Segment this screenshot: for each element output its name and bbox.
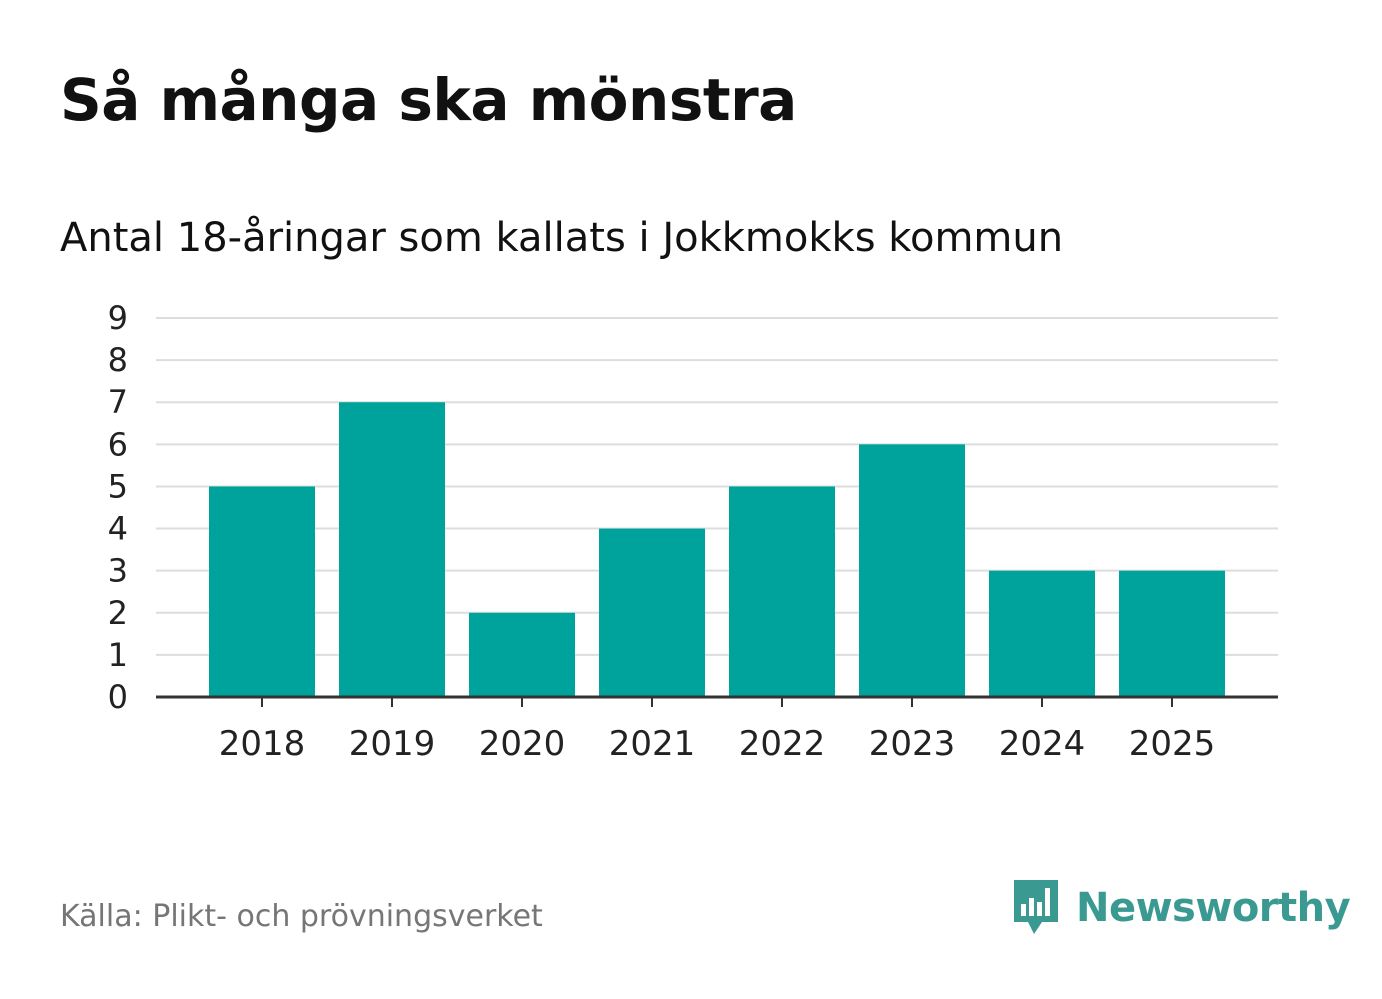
source-note: Källa: Plikt- och prövningsverket xyxy=(60,899,543,934)
chart-subtitle: Antal 18-åringar som kallats i Jokkmokks… xyxy=(60,215,1064,261)
x-tick-label: 2023 xyxy=(869,724,956,764)
y-tick-label: 1 xyxy=(108,636,128,674)
bar-chart: 0 1 2 3 4 5 6 7 8 9 2018 2019 2020 2021 2022 2023 2024 20… xyxy=(108,299,1278,764)
gridlines xyxy=(156,317,1278,656)
y-tick-label: 9 xyxy=(108,299,128,337)
tick-labels: 0 1 2 3 4 5 6 7 8 9 2018 2019 2020 2021 2022 2023 2024 20… xyxy=(108,299,1216,764)
axes xyxy=(156,695,1278,707)
y-tick-label: 6 xyxy=(108,425,128,463)
y-tick-label: 4 xyxy=(108,510,128,548)
bar-2022 xyxy=(729,486,835,697)
x-tick-label: 2021 xyxy=(609,724,696,764)
y-tick-label: 5 xyxy=(108,467,128,505)
x-tick-label: 2020 xyxy=(479,724,566,764)
bar-2020 xyxy=(469,612,575,697)
y-tick-label: 8 xyxy=(108,341,128,379)
bar-2018 xyxy=(209,486,315,697)
chart-title: Så många ska mönstra xyxy=(60,66,797,134)
y-tick-label: 2 xyxy=(108,594,128,632)
brand-logo: Newsworthy xyxy=(1010,876,1351,940)
y-tick-label: 0 xyxy=(108,678,128,716)
brand-name: Newsworthy xyxy=(1076,885,1351,931)
y-tick-label: 7 xyxy=(108,383,128,421)
newsworthy-logo-icon xyxy=(1014,880,1058,934)
bar-2024 xyxy=(989,570,1095,697)
bars xyxy=(209,402,1225,697)
x-tick-label: 2019 xyxy=(349,724,436,764)
bar-2023 xyxy=(859,444,965,697)
y-tick-label: 3 xyxy=(108,552,128,590)
x-tick-label: 2022 xyxy=(739,724,826,764)
bar-2025 xyxy=(1119,570,1225,697)
x-tick-label: 2018 xyxy=(219,724,306,764)
bar-2021 xyxy=(599,528,705,697)
bar-2019 xyxy=(339,402,445,697)
x-tick-label: 2025 xyxy=(1129,724,1216,764)
x-tick-label: 2024 xyxy=(999,724,1086,764)
